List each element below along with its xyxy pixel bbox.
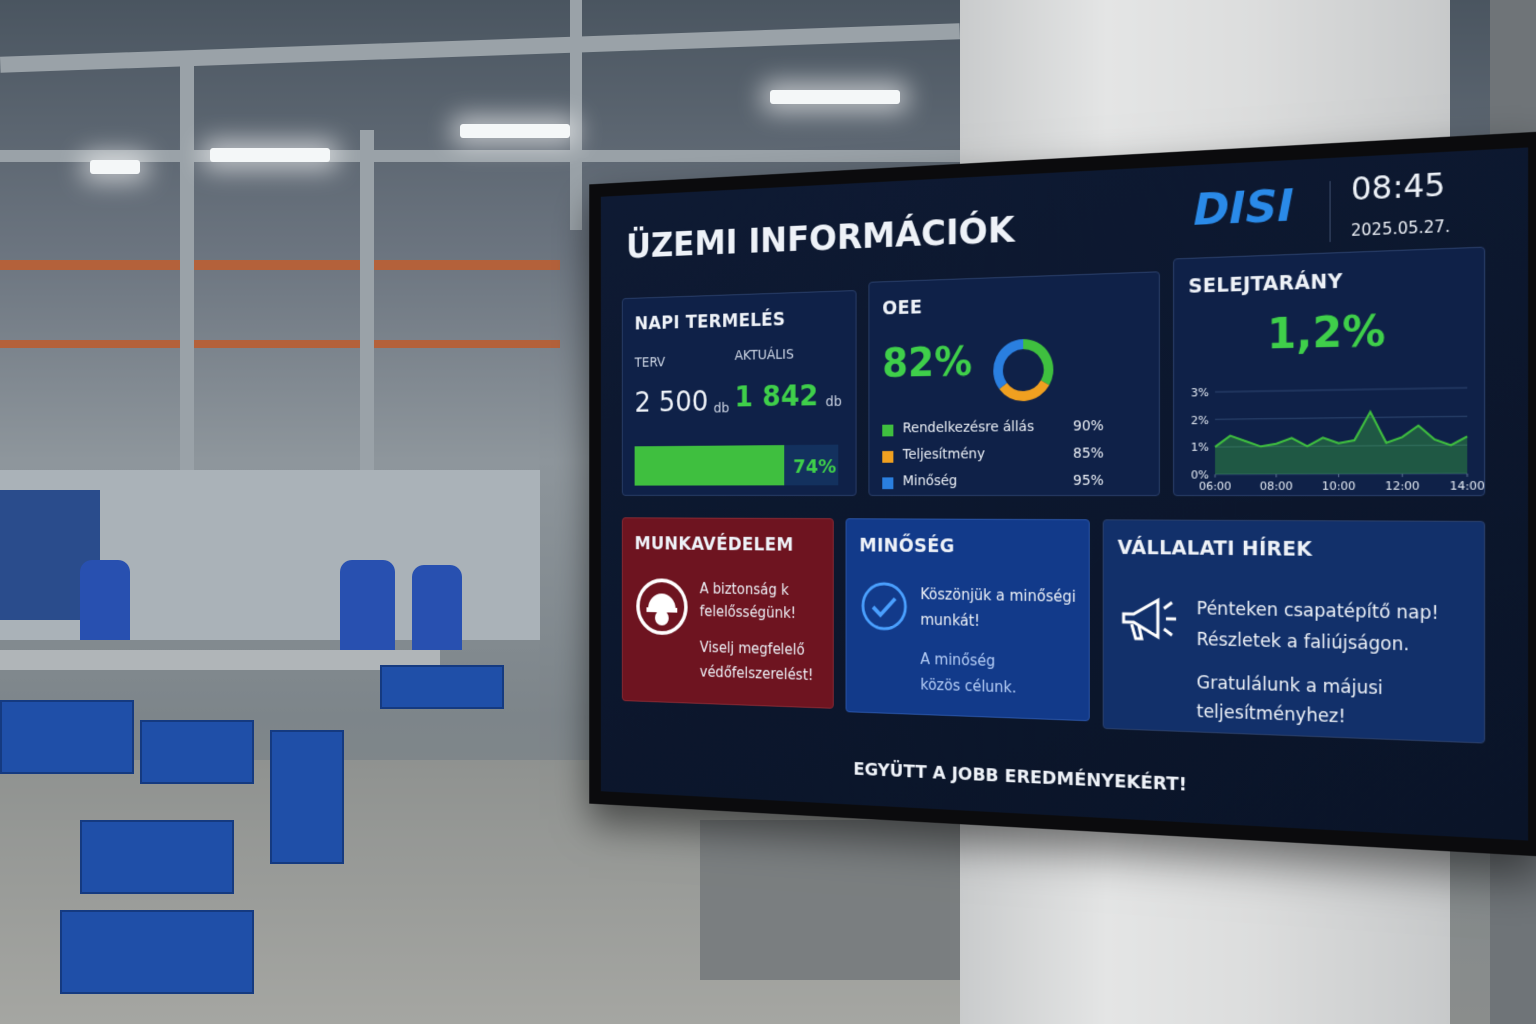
- monitor: ÜZEMI INFORMÁCIÓK DISI 08:45 2025.05.27.…: [520, 120, 1536, 910]
- progress-bar: [634, 445, 784, 486]
- panel-title: MUNKAVÉDELEM: [634, 533, 794, 556]
- divider: [1329, 181, 1331, 243]
- y-tick-label: 2%: [1191, 414, 1209, 427]
- legend-swatch: [882, 477, 894, 490]
- grid-line: [1215, 416, 1467, 419]
- unit: db: [825, 394, 842, 410]
- blue-bin: [380, 665, 504, 709]
- column: [570, 0, 582, 230]
- safety-line: védőfelszerelést!: [699, 663, 814, 684]
- plan-value: 2 500: [634, 385, 709, 420]
- blue-bin: [80, 820, 234, 894]
- x-tick-label: 14:00: [1450, 479, 1484, 493]
- logo: DISI: [1193, 179, 1294, 236]
- quality-line: közös célunk.: [920, 675, 1017, 697]
- news-line: Pénteken csapatépítő nap!: [1196, 598, 1440, 625]
- worker: [340, 560, 395, 650]
- blue-bin: [0, 700, 134, 774]
- panel-title: OEE: [882, 296, 923, 320]
- quality-panel: MINŐSÉG Köszönjük a minőségi munkát! A m…: [845, 518, 1090, 722]
- dashboard-title: ÜZEMI INFORMÁCIÓK: [626, 209, 1015, 267]
- legend-value: 85%: [1072, 445, 1104, 462]
- news-line: Részletek a faliújságon.: [1196, 629, 1410, 656]
- donut-segment: [998, 344, 1023, 386]
- legend-name: Rendelkezésre állás: [902, 418, 1035, 437]
- legend-name: Minőség: [902, 473, 958, 490]
- production-panel: NAPI TERMELÉS TERV AKTUÁLIS 2 500 db 1 8…: [621, 290, 857, 496]
- oee-value: 82%: [882, 339, 973, 387]
- legend-row: Teljesítmény 85%: [882, 443, 1142, 472]
- legend-swatch: [882, 424, 894, 437]
- plan-label: TERV: [634, 354, 666, 371]
- unit: db: [713, 400, 730, 417]
- news-line: teljesítményhez!: [1196, 701, 1346, 728]
- scrap-value: 1,2%: [1267, 307, 1386, 359]
- x-tick-label: 12:00: [1385, 480, 1420, 493]
- oee-donut: [989, 334, 1057, 405]
- rack-beam: [0, 260, 560, 270]
- x-tick-label: 08:00: [1260, 480, 1293, 493]
- panel-title: NAPI TERMELÉS: [634, 308, 786, 335]
- dashboard-screen: ÜZEMI INFORMÁCIÓK DISI 08:45 2025.05.27.…: [589, 131, 1536, 857]
- worker: [412, 565, 462, 650]
- safety-panel: MUNKAVÉDELEM A biztonság k felelősségünk…: [621, 517, 834, 709]
- clock-time: 08:45: [1351, 166, 1446, 209]
- ceiling-light: [90, 160, 140, 174]
- panel-title: SELEJTARÁNY: [1188, 269, 1343, 298]
- rack-beam: [0, 340, 560, 348]
- helmet-icon: [635, 576, 690, 637]
- actual-value: 1 842: [734, 379, 819, 415]
- legend-value: 90%: [1072, 418, 1104, 435]
- worker: [80, 560, 130, 640]
- y-tick-label: 0%: [1191, 469, 1209, 482]
- y-tick-label: 1%: [1191, 441, 1209, 454]
- safety-line: felelősségünk!: [699, 602, 797, 622]
- work-table: [0, 650, 440, 670]
- blue-bin: [270, 730, 344, 864]
- donut-segment: [1003, 383, 1045, 397]
- megaphone-icon: [1118, 591, 1181, 647]
- oee-panel: OEE 82% Rendelkezésre állás 90% Teljesítmé…: [868, 271, 1160, 499]
- actual-label: AKTUÁLIS: [734, 346, 794, 364]
- y-tick-label: 3%: [1191, 386, 1209, 399]
- legend-row: Minőség 95%: [882, 471, 1142, 499]
- oee-legend: Rendelkezésre állás 90% Teljesítmény 85% Min…: [882, 416, 1142, 499]
- grid-line: [1215, 388, 1467, 392]
- ceiling-light: [210, 148, 330, 162]
- panel-title: MINŐSÉG: [859, 534, 955, 558]
- legend-row: Rendelkezésre állás 90%: [882, 416, 1142, 446]
- scrap-panel: SELEJTARÁNY 1,2% 0% 1% 2% 3% 06:00 08:00 10:00…: [1173, 246, 1486, 497]
- donut-segment: [1023, 344, 1048, 384]
- clock-date: 2025.05.27.: [1351, 216, 1451, 241]
- x-tick-label: 06:00: [1199, 480, 1232, 493]
- footer-slogan: EGYÜTT A JOBB EREDMÉNYEKÉRT!: [853, 759, 1187, 796]
- news-panel: VÁLLALATI HÍREK Pénteken csapatépítő nap…: [1102, 519, 1486, 744]
- legend-value: 95%: [1072, 472, 1104, 489]
- progress-label: 74%: [793, 454, 837, 478]
- ceiling-beam: [0, 23, 960, 73]
- blue-bin: [140, 720, 254, 784]
- ceiling-light: [460, 124, 570, 138]
- x-tick-label: 10:00: [1322, 480, 1356, 493]
- quality-line: munkát!: [920, 610, 981, 630]
- scrap-line-chart: 0% 1% 2% 3% 06:00 08:00 10:00 12:00 14:00: [1191, 377, 1484, 493]
- cart: [700, 820, 960, 980]
- ceiling-light: [770, 90, 900, 104]
- panel-title: VÁLLALATI HÍREK: [1117, 536, 1313, 562]
- legend-name: Teljesítmény: [902, 446, 985, 463]
- legend-swatch: [882, 450, 894, 463]
- blue-bin: [60, 910, 254, 994]
- check-icon: [859, 580, 909, 634]
